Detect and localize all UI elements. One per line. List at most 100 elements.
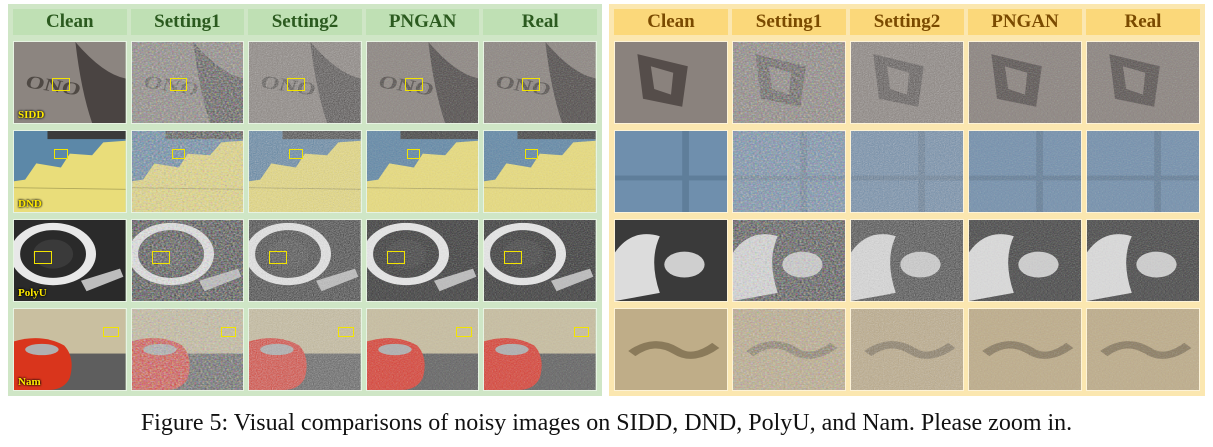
polyu-scene <box>14 220 126 301</box>
column-header-setting2: Setting2 <box>248 9 362 35</box>
roi-box <box>573 326 590 337</box>
dnd-scene <box>14 131 126 212</box>
image-dnd-pngan <box>365 130 480 213</box>
right-crop-grid: Clean Setting1 Setting2 PNGAN Real <box>614 9 1200 391</box>
polyu-scene <box>131 220 244 301</box>
sidd-scene <box>615 42 727 123</box>
roi-box <box>54 148 68 159</box>
crop-nam-setting2 <box>850 308 964 391</box>
image-polyu-pngan <box>365 219 480 302</box>
image-nam-real <box>483 308 597 391</box>
crop-sidd-setting1 <box>732 41 846 124</box>
crop-column-header-real: Real <box>1086 9 1200 35</box>
dataset-label-sidd: SIDD <box>18 109 45 121</box>
image-nam-pngan <box>365 308 480 391</box>
crop-nam-setting1 <box>732 308 846 391</box>
column-header-clean: Clean <box>13 9 127 35</box>
polyu-scene <box>851 220 963 301</box>
nam-scene <box>249 309 361 390</box>
sidd-scene: ONO <box>14 42 126 123</box>
roi-box <box>522 78 541 92</box>
image-sidd-setting2: ONO <box>248 41 362 124</box>
crop-column-header-setting2: Setting2 <box>850 9 964 35</box>
crop-polyu-clean <box>614 219 728 302</box>
figure-caption: Figure 5: Visual comparisons of noisy im… <box>140 410 1073 436</box>
polyu-scene <box>249 220 361 301</box>
column-header-setting1: Setting1 <box>130 9 245 35</box>
crop-polyu-pngan <box>968 219 1082 302</box>
roi-box <box>338 326 355 337</box>
image-sidd-setting1: ONO <box>130 41 245 124</box>
dnd-scene <box>484 131 596 212</box>
roi-box <box>386 250 405 264</box>
dnd-scene <box>615 131 727 212</box>
nam-scene <box>733 309 845 390</box>
image-polyu-setting2 <box>248 219 362 302</box>
crop-sidd-setting2 <box>850 41 964 124</box>
polyu-scene <box>366 220 479 301</box>
crop-polyu-real <box>1086 219 1200 302</box>
column-header-real: Real <box>483 9 597 35</box>
crop-dnd-real <box>1086 130 1200 213</box>
left-image-grid: Clean Setting1 Setting2 PNGAN Real ONO SIDD ONO… <box>13 9 597 391</box>
nam-scene <box>851 309 963 390</box>
dataset-label-polyu: PolyU <box>18 287 47 299</box>
roi-box <box>504 250 523 264</box>
dnd-scene <box>1087 131 1199 212</box>
polyu-scene <box>1087 220 1199 301</box>
roi-box <box>269 250 288 264</box>
crop-sidd-real <box>1086 41 1200 124</box>
dataset-label-nam: Nam <box>18 376 41 388</box>
crop-polyu-setting2 <box>850 219 964 302</box>
sidd-scene <box>851 42 963 123</box>
crop-sidd-clean <box>614 41 728 124</box>
nam-scene <box>14 309 126 390</box>
sidd-scene <box>969 42 1081 123</box>
crop-nam-real <box>1086 308 1200 391</box>
crop-polyu-setting1 <box>732 219 846 302</box>
sidd-scene: ONO <box>131 42 244 123</box>
roi-box <box>171 148 186 159</box>
dataset-label-dnd: DND <box>18 198 42 210</box>
column-header-pngan: PNGAN <box>365 9 480 35</box>
crop-column-header-pngan: PNGAN <box>968 9 1082 35</box>
nam-scene <box>366 309 479 390</box>
image-sidd-pngan: ONO <box>365 41 480 124</box>
nam-scene <box>615 309 727 390</box>
image-nam-clean: Nam <box>13 308 127 391</box>
roi-box <box>51 78 70 92</box>
nam-scene <box>131 309 244 390</box>
crop-sidd-pngan <box>968 41 1082 124</box>
roi-box <box>404 78 423 92</box>
image-polyu-clean: PolyU <box>13 219 127 302</box>
nam-scene <box>1087 309 1199 390</box>
image-polyu-real <box>483 219 597 302</box>
polyu-scene <box>484 220 596 301</box>
nam-scene <box>484 309 596 390</box>
image-nam-setting2 <box>248 308 362 391</box>
roi-box <box>220 326 237 337</box>
image-dnd-real <box>483 130 597 213</box>
roi-box <box>456 326 472 337</box>
roi-box <box>524 148 538 159</box>
dnd-scene <box>131 131 244 212</box>
dnd-scene <box>249 131 361 212</box>
crop-column-header-clean: Clean <box>614 9 728 35</box>
sidd-scene <box>1087 42 1199 123</box>
roi-box <box>103 326 119 337</box>
image-sidd-real: ONO <box>483 41 597 124</box>
image-nam-setting1 <box>130 308 245 391</box>
crop-dnd-clean <box>614 130 728 213</box>
crop-nam-pngan <box>968 308 1082 391</box>
image-dnd-setting2 <box>248 130 362 213</box>
image-polyu-setting1 <box>130 219 245 302</box>
crop-column-header-setting1: Setting1 <box>732 9 846 35</box>
sidd-scene <box>733 42 845 123</box>
dnd-scene <box>851 131 963 212</box>
crop-dnd-pngan <box>968 130 1082 213</box>
dnd-scene <box>969 131 1081 212</box>
roi-box <box>34 250 52 264</box>
crop-dnd-setting1 <box>732 130 846 213</box>
roi-box <box>289 148 303 159</box>
dnd-scene <box>733 131 845 212</box>
